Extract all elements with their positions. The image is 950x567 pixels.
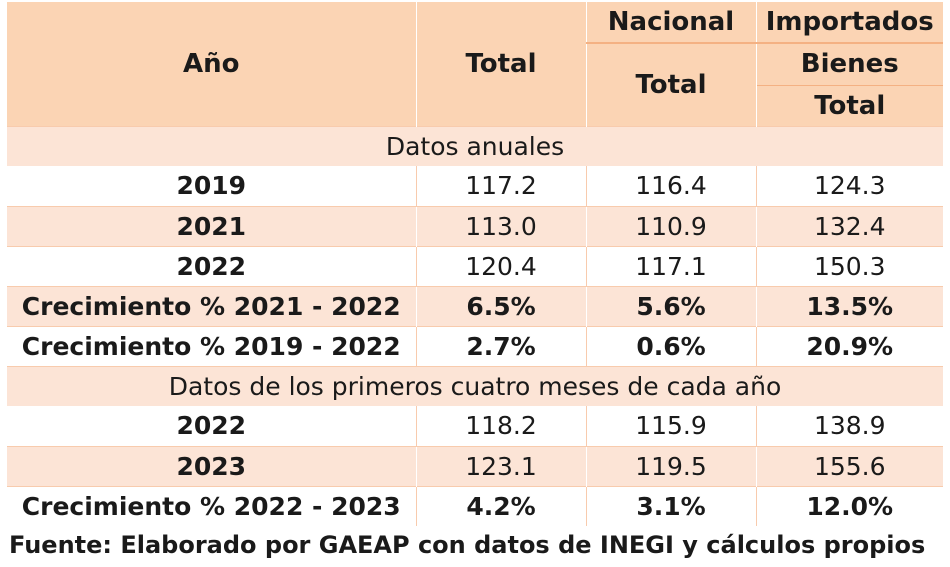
- table-row: 2022 120.4 117.1 150.3: [7, 245, 943, 286]
- header-importados-total: Total: [756, 85, 943, 126]
- cell-nacional: 3.1%: [586, 485, 757, 526]
- cell-nacional: 116.4: [586, 166, 757, 206]
- table-row: 2022 118.2 115.9 138.9: [7, 406, 943, 446]
- row-label: Crecimiento % 2019 - 2022: [7, 325, 417, 366]
- cell-nacional: 119.5: [586, 445, 757, 486]
- cell-nacional: 117.1: [586, 245, 757, 286]
- cell-importados: 124.3: [756, 166, 943, 206]
- header-importados: Importados: [756, 2, 943, 44]
- header-nacional: Nacional: [586, 2, 757, 44]
- cell-total: 6.5%: [416, 285, 587, 326]
- table-row: 2019 117.2 116.4 124.3: [7, 166, 943, 206]
- table-row: Crecimiento % 2021 - 2022 6.5% 5.6% 13.5…: [7, 285, 943, 326]
- row-label: Crecimiento % 2022 - 2023: [7, 485, 417, 526]
- table-row: Crecimiento % 2022 - 2023 4.2% 3.1% 12.0…: [7, 485, 943, 526]
- cell-importados: 13.5%: [756, 285, 943, 326]
- cell-importados: 12.0%: [756, 485, 943, 526]
- cell-importados: 150.3: [756, 245, 943, 286]
- cell-importados: 132.4: [756, 205, 943, 246]
- cell-total: 117.2: [416, 166, 587, 206]
- row-label: 2022: [7, 245, 417, 286]
- cell-nacional: 0.6%: [586, 325, 757, 366]
- cell-total: 113.0: [416, 205, 587, 246]
- row-label: 2019: [7, 166, 417, 206]
- source-note: Fuente: Elaborado por GAEAP con datos de…: [9, 531, 926, 559]
- cell-total: 2.7%: [416, 325, 587, 366]
- cell-total: 120.4: [416, 245, 587, 286]
- cell-importados: 138.9: [756, 406, 943, 446]
- row-label: Crecimiento % 2021 - 2022: [7, 285, 417, 326]
- cell-importados: 155.6: [756, 445, 943, 486]
- cell-total: 123.1: [416, 445, 587, 486]
- table-row: 2023 123.1 119.5 155.6: [7, 445, 943, 486]
- cell-total: 4.2%: [416, 485, 587, 526]
- table-row: Crecimiento % 2019 - 2022 2.7% 0.6% 20.9…: [7, 325, 943, 366]
- header-year: Año: [7, 2, 417, 126]
- header-nacional-total: Total: [586, 43, 757, 126]
- header-total: Total: [416, 2, 587, 126]
- row-label: 2022: [7, 406, 417, 446]
- cell-nacional: 110.9: [586, 205, 757, 246]
- section-title: Datos anuales: [7, 125, 943, 166]
- section-title: Datos de los primeros cuatro meses de ca…: [7, 365, 943, 406]
- table-row: 2021 113.0 110.9 132.4: [7, 205, 943, 246]
- row-label: 2023: [7, 445, 417, 486]
- row-label: 2021: [7, 205, 417, 246]
- cell-nacional: 5.6%: [586, 285, 757, 326]
- cell-importados: 20.9%: [756, 325, 943, 366]
- cell-nacional: 115.9: [586, 406, 757, 446]
- header-bienes: Bienes: [756, 43, 943, 86]
- price-index-table: Año Total Nacional Importados Total Bien…: [7, 2, 943, 526]
- cell-total: 118.2: [416, 406, 587, 446]
